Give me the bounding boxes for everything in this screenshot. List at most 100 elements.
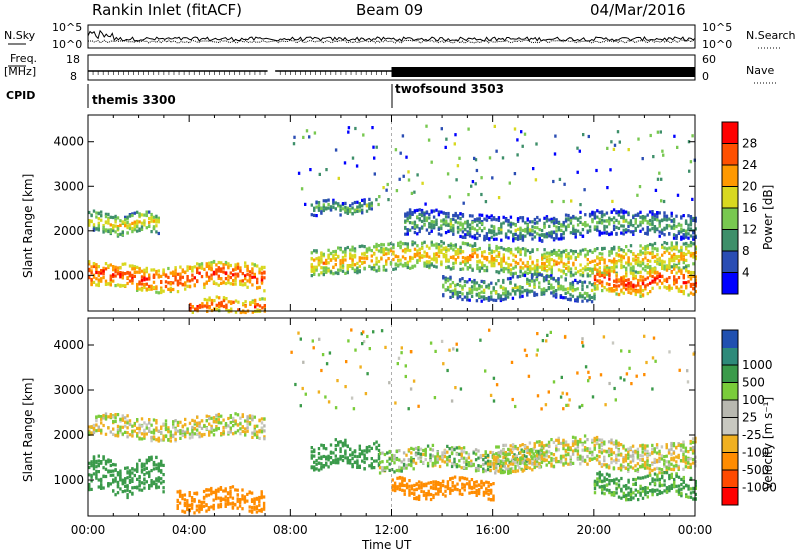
range-gate-cell xyxy=(104,414,108,419)
range-gate-cell xyxy=(603,258,606,262)
range-gate-cell xyxy=(445,255,448,259)
range-gate-cell xyxy=(404,249,407,253)
range-gate-cell xyxy=(543,252,546,256)
range-gate-cell xyxy=(138,480,141,484)
range-gate-cell xyxy=(155,428,158,432)
range-gate-cell xyxy=(639,250,642,254)
range-gate-cell xyxy=(417,480,421,484)
range-gate-cell xyxy=(365,255,369,259)
range-gate-cell xyxy=(586,262,589,266)
range-gate-cell xyxy=(258,267,261,271)
range-gate-cell xyxy=(425,216,429,220)
range-gate-cell xyxy=(232,300,235,304)
range-gate-cell xyxy=(358,269,361,273)
range-gate-cell xyxy=(212,507,215,511)
range-gate-cell xyxy=(212,272,216,276)
range-gate-cell xyxy=(351,254,354,258)
range-gate-cell xyxy=(470,464,473,468)
range-gate-cell xyxy=(236,262,240,266)
range-gate-cell xyxy=(670,270,673,274)
range-gate-cell xyxy=(466,231,469,235)
range-gate-cell xyxy=(172,434,175,438)
range-gate-cell xyxy=(593,264,597,268)
range-gate-cell xyxy=(262,501,266,505)
range-gate-cell xyxy=(397,263,400,267)
range-gate-cell xyxy=(459,234,462,239)
range-gate-cell xyxy=(217,412,220,417)
range-gate-cell xyxy=(104,220,108,224)
range-gate-cell xyxy=(356,269,359,273)
range-gate-cell xyxy=(393,470,396,474)
range-gate-cell xyxy=(244,274,247,278)
range-gate-cell xyxy=(552,294,555,298)
noise-sky-line xyxy=(87,29,696,42)
range-gate-cell xyxy=(133,270,136,274)
range-gate-cell xyxy=(437,250,441,254)
range-gate-cell xyxy=(660,231,664,235)
range-gate-cell xyxy=(244,300,247,304)
range-gate-cell xyxy=(476,219,479,223)
range-gate-cell xyxy=(485,284,488,288)
range-gate-cell xyxy=(344,271,347,275)
range-gate-cell xyxy=(439,484,442,488)
range-gate-cell xyxy=(649,271,652,275)
range-gate-cell xyxy=(112,279,115,283)
range-gate-cell xyxy=(344,456,347,460)
range-gate-cell xyxy=(641,282,645,286)
range-gate-cell xyxy=(554,293,558,297)
range-gate-cell xyxy=(121,432,124,436)
range-gate-cell xyxy=(293,135,296,139)
range-gate-cell xyxy=(100,218,103,222)
range-gate-cell xyxy=(353,460,357,465)
range-gate-cell xyxy=(624,228,628,232)
range-gate-cell xyxy=(555,229,558,233)
range-gate-cell xyxy=(536,226,539,230)
range-gate-cell xyxy=(109,430,112,434)
range-gate-cell xyxy=(112,226,115,230)
range-gate-cell xyxy=(136,282,139,287)
range-gate-cell xyxy=(435,222,438,226)
range-gate-cell xyxy=(119,430,122,434)
range-gate-cell xyxy=(344,208,347,212)
range-gate-cell xyxy=(497,295,500,299)
range-gate-cell xyxy=(256,286,259,290)
range-gate-cell xyxy=(420,489,423,493)
range-gate-cell xyxy=(176,506,179,510)
range-gate-cell xyxy=(431,454,435,458)
range-gate-cell xyxy=(157,269,160,273)
range-gate-cell xyxy=(478,226,481,230)
range-gate-cell xyxy=(332,254,335,258)
range-gate-cell xyxy=(485,214,489,218)
range-gate-cell xyxy=(562,236,565,240)
range-gate-cell xyxy=(92,461,96,465)
range-gate-cell xyxy=(425,494,428,498)
range-gate-cell xyxy=(451,281,455,285)
range-gate-cell xyxy=(548,251,551,255)
range-gate-cell xyxy=(639,263,642,267)
range-gate-cell xyxy=(601,257,604,261)
range-gate-cell xyxy=(88,260,91,264)
range-gate-cell xyxy=(622,249,625,253)
range-gate-cell xyxy=(474,452,478,456)
range-gate-cell xyxy=(109,463,112,468)
range-gate-cell xyxy=(219,487,223,491)
range-gate-cell xyxy=(90,425,93,429)
range-gate-cell xyxy=(649,290,652,294)
range-gate-cell xyxy=(145,471,148,475)
range-gate-cell xyxy=(541,261,544,266)
range-gate-cell xyxy=(100,271,103,275)
range-gate-cell xyxy=(425,492,428,496)
range-gate-cell xyxy=(641,289,645,293)
range-gate-cell xyxy=(119,271,122,275)
range-gate-cell xyxy=(653,270,657,274)
range-gate-cell xyxy=(260,490,263,494)
range-gate-cell xyxy=(410,491,414,495)
range-gate-cell xyxy=(458,476,462,480)
range-gate-cell xyxy=(114,468,117,472)
range-gate-cell xyxy=(578,294,582,298)
range-gate-cell xyxy=(470,184,473,188)
range-gate-cell xyxy=(224,271,228,275)
range-gate-cell xyxy=(112,473,115,477)
range-gate-cell xyxy=(454,243,457,247)
range-gate-cell xyxy=(399,258,402,262)
